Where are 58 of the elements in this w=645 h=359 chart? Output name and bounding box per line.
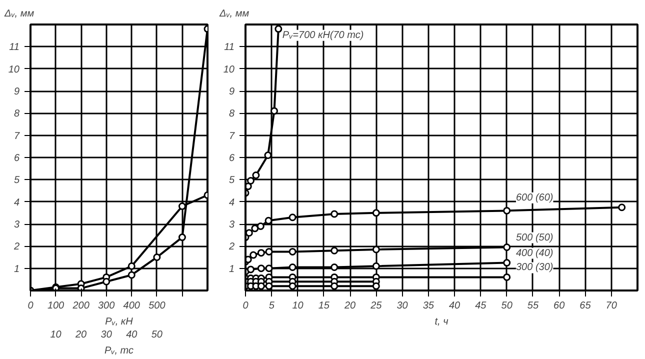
y-tick-label: 5 [14, 175, 20, 186]
y-tick-label: 6 [14, 153, 20, 164]
y-tick-label: 11 [224, 42, 235, 54]
y-tick-label: 10 [8, 64, 20, 76]
x-tick-label: 70 [606, 300, 618, 312]
x2-tick-label: 10 [50, 330, 62, 340]
x-tick-label: 400 [123, 300, 140, 312]
x-tick-label: 25 [370, 300, 382, 312]
x-tick-label: 0 [242, 300, 249, 312]
x2-tick-label: 50 [151, 330, 163, 340]
x-tick-label: 55 [527, 300, 539, 312]
series-label: 400 (40) [516, 248, 554, 259]
y-tick-label: 5 [228, 175, 235, 186]
series-label: 300 (30) [516, 262, 554, 274]
y-tick-label: 6 [228, 153, 235, 164]
x-tick-label: 10 [292, 300, 304, 312]
x-tick-label: 45 [475, 300, 487, 312]
x-tick-label: 65 [580, 300, 592, 312]
x-tick-label: 40 [449, 300, 461, 312]
x-tick-label: 20 [343, 300, 356, 312]
x-tick-label: 60 [554, 300, 566, 312]
y-tick-label: 2 [12, 242, 20, 253]
y-tick-label: 3 [228, 220, 235, 230]
x-axis-title: t, ч [434, 316, 448, 328]
x2-tick-label: 20 [74, 330, 88, 340]
y-tick-label: 7 [14, 130, 20, 142]
y-tick-label: 2 [228, 242, 235, 253]
series-label: Pᵥ=700 кН(70 тс) [282, 30, 364, 41]
y-tick-label: 8 [228, 108, 235, 120]
x-tick-label: 30 [396, 300, 408, 312]
x2-tick-label: 40 [126, 330, 138, 340]
x-tick-label: 0 [28, 300, 34, 312]
x2-tick-label: 30 [100, 330, 112, 340]
y-tick-label: 11 [9, 42, 20, 54]
y-tick-label: 9 [228, 86, 235, 98]
series-label: 500 (50) [516, 232, 554, 244]
y-tick-label: 1 [228, 264, 234, 275]
y-tick-label: 10 [223, 64, 235, 76]
x-tick-label: 300 [98, 300, 116, 312]
y-tick-label: 9 [14, 86, 20, 98]
x-tick-label: 200 [72, 300, 90, 312]
x-tick-label: 5 [268, 300, 275, 312]
x-tick-label: 500 [148, 300, 166, 312]
x-tick-label: 35 [422, 300, 434, 312]
x-tick-label: 15 [318, 300, 330, 312]
y-tick-label: 1 [14, 264, 20, 275]
x-tick-label: 100 [47, 300, 65, 312]
y-tick-label: 8 [14, 108, 20, 120]
y-tick-label: 7 [228, 130, 235, 142]
y-axis-title: Δᵥ, мм [4, 8, 34, 20]
y-tick-label: 3 [14, 220, 20, 230]
x-tick-label: 50 [501, 300, 513, 312]
y-tick-label: 4 [228, 197, 235, 208]
y-tick-label: 4 [14, 197, 20, 208]
series-label: 600 (60) [516, 192, 554, 204]
y-axis-title: Δᵥ, мм [218, 8, 250, 20]
x2-axis-title: Pᵥ, тс [104, 346, 134, 356]
x-axis-title: Pᵥ, кН [105, 316, 134, 328]
